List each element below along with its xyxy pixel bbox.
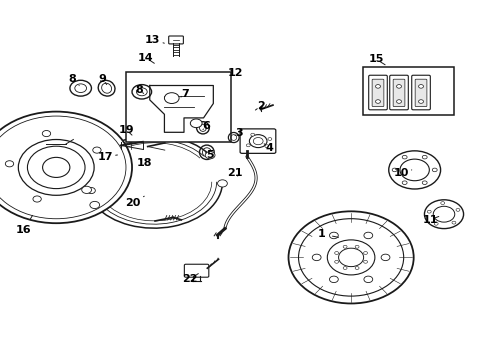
Circle shape [329,232,338,239]
Text: 6: 6 [202,121,210,131]
Circle shape [338,248,363,267]
Circle shape [363,260,367,263]
FancyBboxPatch shape [414,79,426,107]
Text: 11: 11 [422,215,438,225]
Circle shape [27,146,85,189]
Circle shape [343,245,346,248]
Text: 7: 7 [181,89,188,99]
Circle shape [93,147,101,153]
Circle shape [375,100,380,103]
Circle shape [380,254,389,261]
Circle shape [87,188,95,194]
Circle shape [42,157,70,177]
Circle shape [432,206,454,222]
Text: 10: 10 [392,168,411,178]
FancyBboxPatch shape [240,129,275,153]
Text: 17: 17 [97,152,117,162]
Circle shape [354,245,358,248]
Circle shape [329,276,338,283]
Circle shape [190,119,202,128]
Circle shape [288,211,413,303]
Circle shape [253,138,263,145]
Circle shape [363,252,367,255]
FancyBboxPatch shape [184,264,208,277]
Circle shape [298,219,403,296]
Circle shape [455,208,459,211]
FancyBboxPatch shape [411,75,429,110]
Circle shape [363,276,372,283]
Text: 18: 18 [137,158,152,168]
Text: 8: 8 [135,85,143,95]
Circle shape [451,221,455,224]
Circle shape [431,168,436,172]
Circle shape [0,112,132,223]
FancyBboxPatch shape [368,75,386,110]
Text: 1: 1 [317,229,338,239]
Circle shape [217,180,227,187]
Text: 8: 8 [68,74,79,86]
Text: 14: 14 [138,53,154,63]
Circle shape [418,100,423,103]
Circle shape [440,202,444,204]
Circle shape [19,139,94,195]
Circle shape [396,85,401,88]
Circle shape [5,161,14,167]
Circle shape [401,181,406,185]
Circle shape [343,267,346,270]
Bar [126,72,231,142]
Text: 13: 13 [144,35,164,45]
FancyBboxPatch shape [168,36,183,44]
Bar [363,67,453,115]
Circle shape [90,201,100,208]
Text: 2: 2 [255,101,264,111]
FancyBboxPatch shape [371,79,383,107]
Circle shape [264,145,268,148]
Circle shape [418,85,423,88]
Text: 20: 20 [125,196,144,208]
Circle shape [334,252,338,255]
Text: 5: 5 [205,150,214,160]
Text: 3: 3 [235,128,243,138]
Circle shape [421,155,427,159]
Circle shape [401,155,406,159]
Circle shape [33,196,41,202]
Text: 9: 9 [99,74,106,85]
Text: 12: 12 [227,68,243,78]
Text: 21: 21 [226,168,242,178]
Text: 15: 15 [368,54,385,65]
Circle shape [267,138,271,140]
Circle shape [421,181,427,185]
Circle shape [205,152,215,159]
Circle shape [354,267,358,270]
Text: 22: 22 [182,274,198,284]
Circle shape [396,100,401,103]
Circle shape [433,222,437,225]
Circle shape [81,186,91,193]
Circle shape [391,168,396,172]
FancyBboxPatch shape [389,75,407,110]
Circle shape [363,232,372,239]
Circle shape [164,93,179,103]
Circle shape [250,133,254,136]
Circle shape [424,200,463,229]
Text: 4: 4 [264,143,272,153]
Circle shape [334,260,338,263]
Circle shape [246,144,250,147]
Circle shape [399,159,428,181]
Circle shape [326,240,374,275]
Circle shape [388,151,440,189]
Circle shape [42,130,51,137]
Circle shape [312,254,321,261]
FancyBboxPatch shape [392,79,404,107]
Text: 19: 19 [118,125,134,135]
Text: 16: 16 [16,215,33,235]
Circle shape [249,135,266,148]
Circle shape [375,85,380,88]
Circle shape [427,210,430,213]
